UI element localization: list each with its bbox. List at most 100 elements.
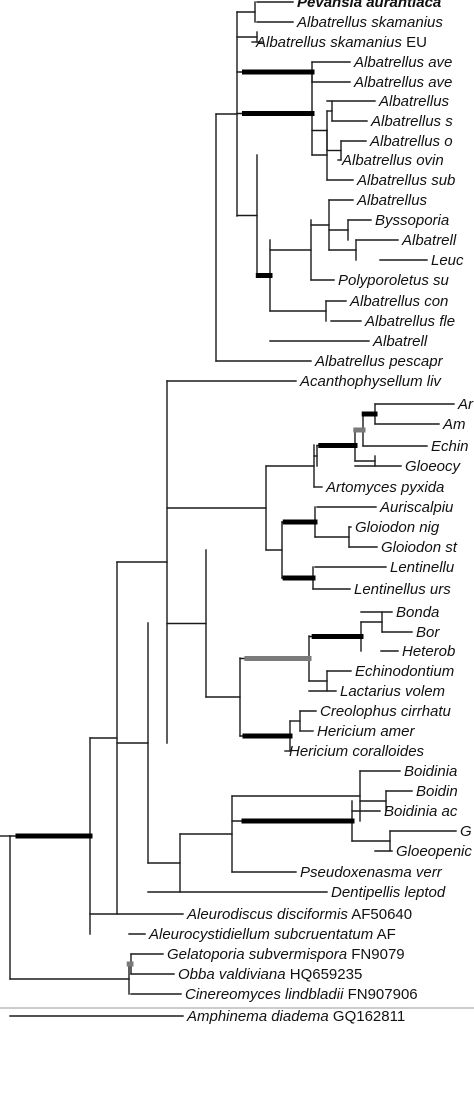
- species-name: Lentinellu: [390, 559, 455, 576]
- species-name: Boidinia ac: [384, 803, 458, 820]
- species-name: Boidin: [416, 783, 458, 800]
- species-name: Acanthophysellum liv: [299, 373, 442, 390]
- species-name: Pseudoxenasma verr: [300, 864, 443, 881]
- species-name: Albatrellus: [378, 93, 450, 110]
- taxon-label: Albatrellus: [356, 192, 428, 209]
- taxon-label: Artomyces pyxida: [325, 479, 444, 496]
- species-name: Boidinia: [404, 763, 457, 780]
- taxon-label: Gloiodon st: [381, 539, 458, 556]
- species-name: Leuc: [431, 252, 464, 269]
- taxon-label: Albatrellus o: [369, 133, 453, 150]
- species-name: Gloeopenic: [396, 843, 472, 860]
- taxon-label: Boidinia: [404, 763, 457, 780]
- species-name: Albatrellus pescapr: [314, 353, 444, 370]
- species-name: Bonda: [396, 604, 439, 621]
- taxon-label: Cinereomyces lindbladii FN907906: [185, 986, 418, 1003]
- taxon-label: Creolophus cirrhatu: [320, 703, 452, 720]
- species-name: Amphinema diadema: [186, 1008, 329, 1025]
- species-name: Lactarius volem: [340, 683, 445, 700]
- taxon-label: Lentinellu: [390, 559, 455, 576]
- species-name: Albatrellus ave: [353, 74, 452, 91]
- taxon-label: Lactarius volem: [340, 683, 445, 700]
- taxon-label: Albatrellus pescapr: [314, 353, 444, 370]
- taxon-label: Albatrellus skamanius: [296, 14, 443, 31]
- accession-number: FN907906: [343, 986, 417, 1003]
- species-name: Albatrellus s: [370, 113, 453, 130]
- species-name: Obba valdiviana: [178, 966, 286, 983]
- species-name: Albatrellus skamanius: [255, 34, 402, 51]
- species-name: Albatrellus fle: [364, 313, 455, 330]
- taxon-label: Albatrellus ovin: [341, 152, 444, 169]
- species-name: Albatrell: [372, 333, 428, 350]
- species-name: Auriscalpiu: [379, 499, 454, 516]
- accession-number: AF50640: [348, 906, 412, 923]
- species-name: Gloeocy: [405, 458, 462, 475]
- taxon-label: Leuc: [431, 252, 464, 269]
- taxon-label: Echinodontium: [355, 663, 454, 680]
- taxon-label: Albatrellus ave: [353, 74, 452, 91]
- taxon-label: Gloiodon nig: [355, 519, 440, 536]
- species-name: Echinodontium: [355, 663, 454, 680]
- species-name: Echin: [431, 438, 469, 455]
- taxon-label: Obba valdiviana HQ659235: [178, 966, 362, 983]
- species-name: Polyporoletus su: [338, 272, 450, 289]
- species-name: Albatrell: [401, 232, 457, 249]
- taxon-label: Bor: [416, 624, 440, 641]
- taxon-label: Boidinia ac: [384, 803, 458, 820]
- taxon-label: Hericium amer: [317, 723, 416, 740]
- taxon-label: Albatrellus s: [370, 113, 453, 130]
- species-name: Albatrellus o: [369, 133, 453, 150]
- taxon-label: Albatrellus sub: [356, 172, 455, 189]
- taxon-label: Echin: [431, 438, 469, 455]
- accession-number: GQ162811: [329, 1008, 405, 1025]
- taxon-label: Albatrellus fle: [364, 313, 455, 330]
- taxon-label: Gloeocy: [405, 458, 462, 475]
- species-name: Hericium amer: [317, 723, 416, 740]
- species-name: Artomyces pyxida: [325, 479, 444, 496]
- taxon-label: Byssoporia: [375, 212, 449, 229]
- taxon-label: Heterob: [402, 643, 455, 660]
- taxon-labels: Pevansia aurantiaca Albatrellus skamanius…: [148, 0, 474, 1025]
- taxon-label: Boidin: [416, 783, 458, 800]
- species-name: Hericium coralloides: [289, 743, 425, 760]
- taxon-label: Aleurodiscus disciformis AF50640: [186, 906, 412, 923]
- species-name: Creolophus cirrhatu: [320, 703, 452, 720]
- taxon-label: Pevansia aurantiaca: [297, 0, 441, 11]
- taxon-label: Dentipellis leptod: [331, 884, 446, 901]
- taxon-label: Hericium coralloides: [289, 743, 425, 760]
- taxon-label: Ar: [457, 396, 474, 413]
- taxon-label: Gelatoporia subvermispora FN9079: [167, 946, 405, 963]
- species-name: Gloiodon st: [381, 539, 458, 556]
- species-name: Albatrellus ave: [353, 54, 452, 71]
- taxon-label: Bonda: [396, 604, 439, 621]
- species-name: Am: [442, 416, 466, 433]
- species-name: Ar: [457, 396, 474, 413]
- taxon-label: Albatrellus skamanius EU: [255, 34, 427, 51]
- species-name: Albatrellus con: [349, 293, 448, 310]
- species-name: Bor: [416, 624, 440, 641]
- taxon-label: Acanthophysellum liv: [299, 373, 442, 390]
- accession-number: AF: [373, 926, 396, 943]
- species-name: Albatrellus skamanius: [296, 14, 443, 31]
- taxon-label: Am: [442, 416, 466, 433]
- taxon-label: Amphinema diadema GQ162811: [186, 1008, 405, 1025]
- tree-branches: [0, 1, 474, 1017]
- taxon-label: Albatrell: [372, 333, 428, 350]
- accession-number: HQ659235: [286, 966, 363, 983]
- taxon-label: Polyporoletus su: [338, 272, 450, 289]
- species-name: Gelatoporia subvermispora: [167, 946, 347, 963]
- accession-number: FN9079: [347, 946, 405, 963]
- species-name: Albatrellus: [356, 192, 428, 209]
- species-name: Aleurocystidiellum subcruentatum: [148, 926, 373, 943]
- taxon-label: Albatrellus con: [349, 293, 448, 310]
- taxon-label: Albatrell: [401, 232, 457, 249]
- species-name: Heterob: [402, 643, 455, 660]
- taxon-label: G: [460, 823, 472, 840]
- taxon-label: Albatrellus ave: [353, 54, 452, 71]
- species-name: Albatrellus ovin: [341, 152, 444, 169]
- species-name: Aleurodiscus disciformis: [186, 906, 348, 923]
- taxon-label: Lentinellus urs: [354, 581, 451, 598]
- species-name: G: [460, 823, 472, 840]
- species-name: Dentipellis leptod: [331, 884, 446, 901]
- species-name: Cinereomyces lindbladii: [185, 986, 344, 1003]
